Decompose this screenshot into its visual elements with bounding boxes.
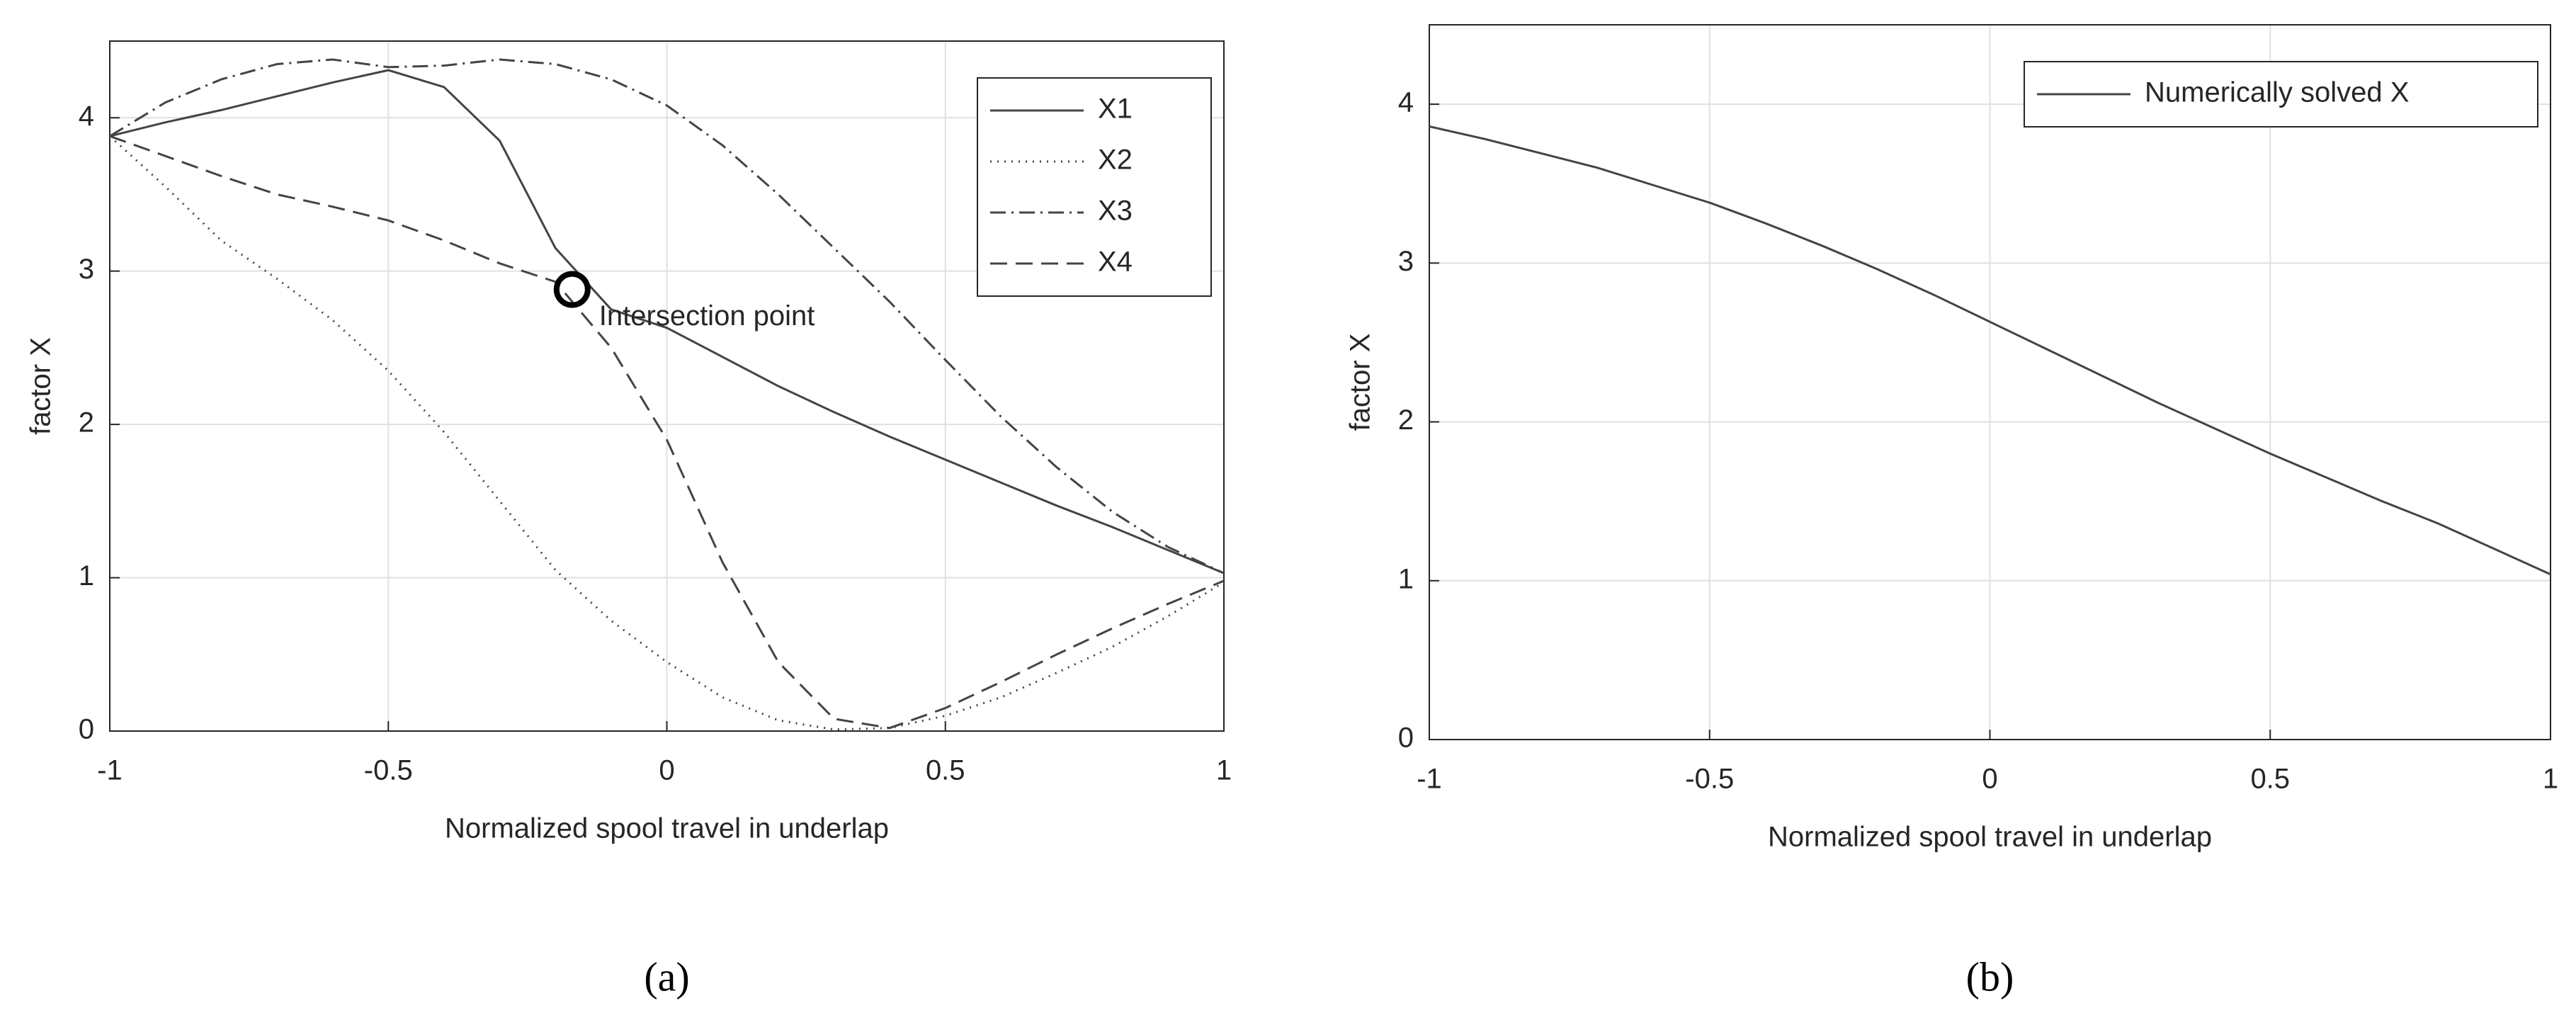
x-axis-label: Normalized spool travel in underlap [1768, 822, 2212, 853]
y-tick-label: 1 [1398, 563, 1414, 594]
y-tick-label: 3 [1398, 246, 1414, 277]
x-tick-label: -0.5 [364, 755, 413, 786]
x-tick-label: -0.5 [1685, 764, 1734, 795]
annotation: Intersection point [599, 300, 815, 332]
y-tick-label: 2 [1398, 404, 1414, 436]
legend-label: X3 [1098, 196, 1133, 227]
y-tick-label: 3 [79, 254, 94, 285]
x-tick-label: 0 [1982, 764, 1997, 795]
series-line [109, 135, 1225, 730]
y-axis-label: factor X [25, 337, 57, 435]
legend-box [977, 77, 1212, 297]
legend-label: X1 [1098, 94, 1133, 125]
x-tick-label: 1 [1216, 755, 1232, 786]
x-tick-label: 1 [2543, 764, 2558, 795]
intersection-marker [553, 271, 591, 308]
plot-frame [1429, 24, 2551, 740]
caption: (b) [1966, 953, 2014, 1000]
plot-frame [109, 40, 1225, 732]
x-tick-label: 0 [659, 755, 674, 786]
y-tick-label: 2 [79, 407, 94, 438]
legend-label: Numerically solved X [2145, 77, 2409, 108]
y-tick-label: 4 [1398, 87, 1414, 118]
legend-label: X2 [1098, 145, 1133, 176]
series-line [1429, 125, 2551, 576]
y-tick-label: 0 [1398, 723, 1414, 754]
x-axis-label: Normalized spool travel in underlap [445, 813, 889, 844]
legend-label: X4 [1098, 247, 1133, 278]
caption: (a) [644, 953, 689, 1000]
x-tick-label: 0.5 [2250, 764, 2290, 795]
series-line [109, 58, 1225, 575]
x-tick-label: -1 [1417, 764, 1442, 795]
x-tick-label: -1 [97, 755, 123, 786]
y-axis-label: factor X [1345, 334, 1376, 431]
y-tick-label: 0 [79, 714, 94, 745]
x-tick-label: 0.5 [926, 755, 965, 786]
y-tick-label: 1 [79, 560, 94, 592]
series-line [109, 69, 1225, 575]
y-tick-label: 4 [79, 101, 94, 132]
